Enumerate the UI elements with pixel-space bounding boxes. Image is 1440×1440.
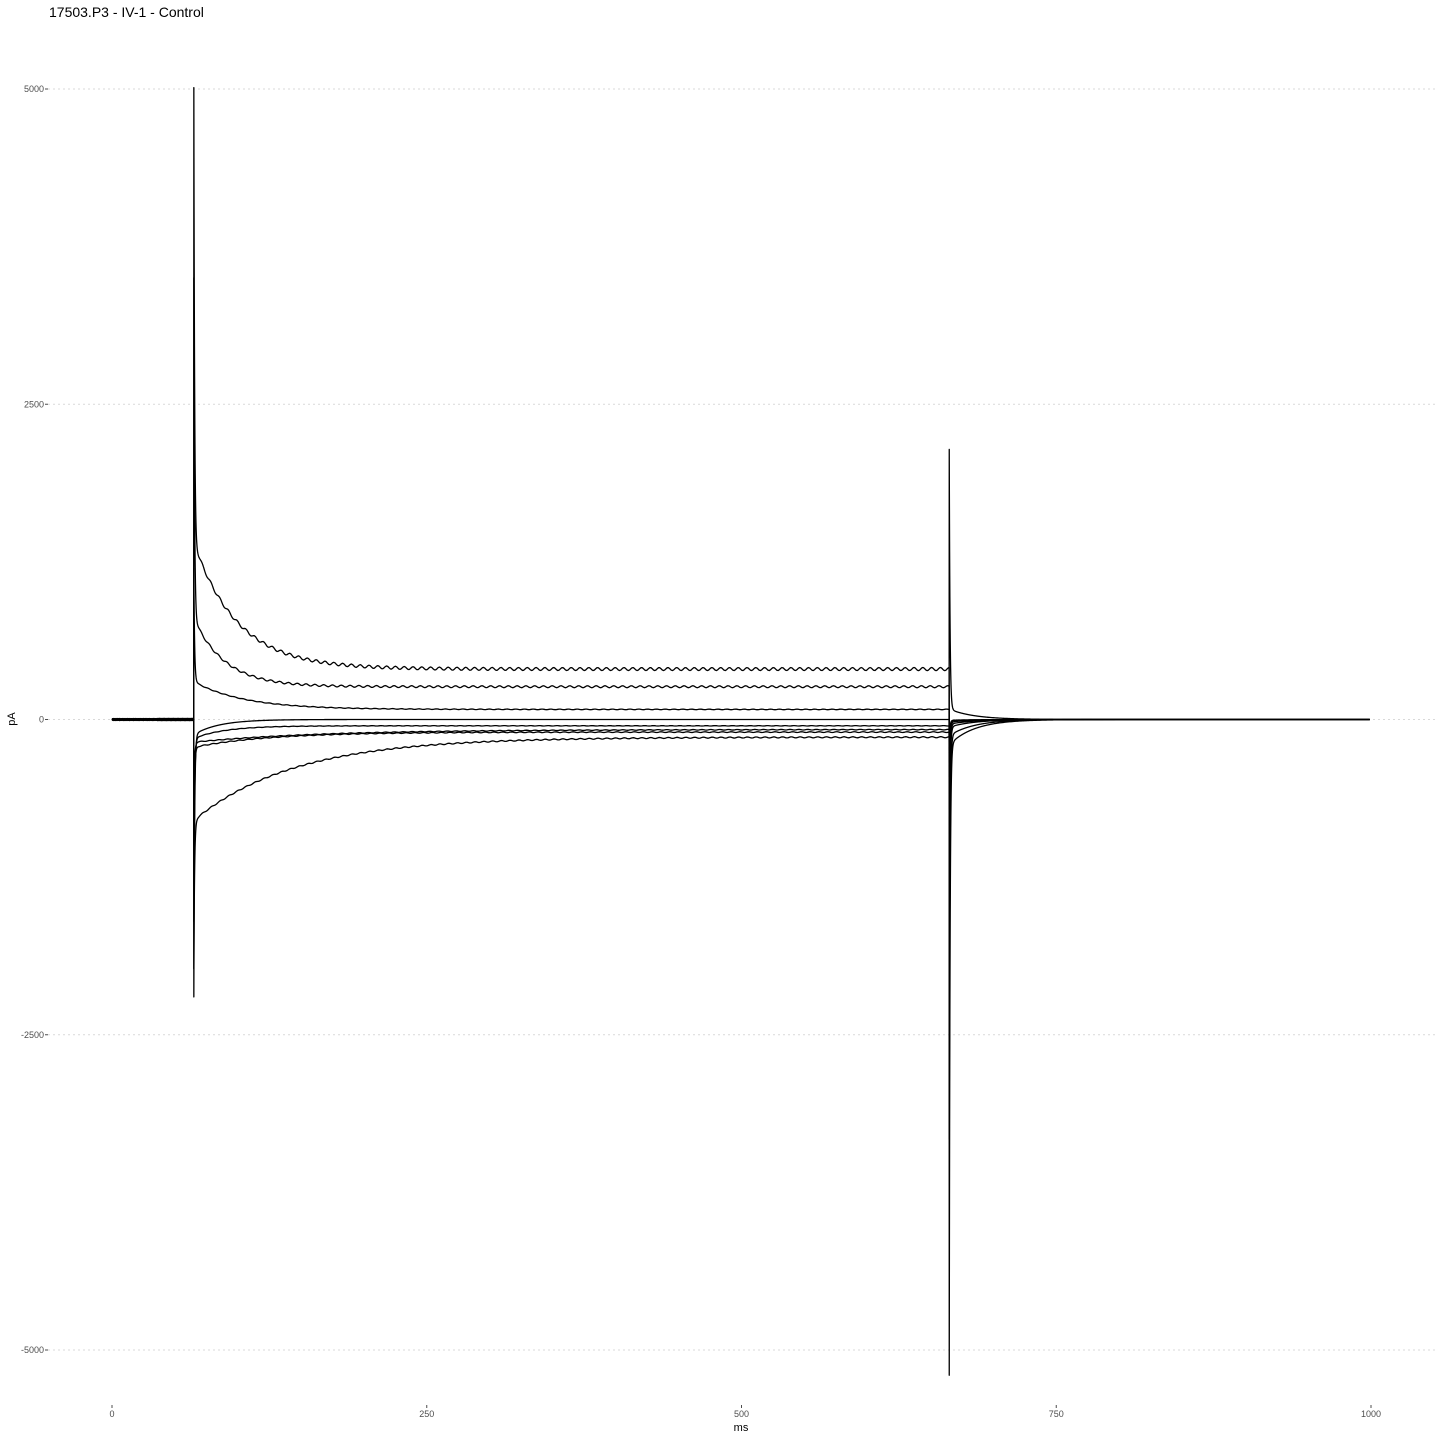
chart-title: 17503.P3 - IV-1 - Control bbox=[49, 4, 204, 20]
x-tick-label: 1000 bbox=[1361, 1409, 1381, 1419]
current-trace-8 bbox=[111, 717, 1370, 796]
current-trace-1 bbox=[111, 86, 1370, 1376]
current-trace-4 bbox=[111, 717, 1370, 998]
current-traces bbox=[111, 86, 1370, 1376]
current-trace-5 bbox=[111, 717, 1370, 922]
current-trace-3 bbox=[111, 567, 1370, 917]
current-trace-7 bbox=[111, 448, 1370, 970]
x-tick-label: 250 bbox=[419, 1409, 434, 1419]
y-tick-label: 5000 bbox=[24, 84, 44, 94]
y-tick-label: -5000 bbox=[21, 1345, 44, 1355]
x-tick-label: 0 bbox=[109, 1409, 114, 1419]
y-tick-label: 0 bbox=[39, 715, 44, 725]
current-trace-2 bbox=[111, 277, 1370, 1140]
y-axis-title: pA bbox=[6, 712, 18, 726]
axes: -5000 -2500 0 2500 5000 0 250 500 750 1000 bbox=[21, 84, 1381, 1419]
x-tick-label: 500 bbox=[734, 1409, 749, 1419]
x-tick-label: 750 bbox=[1049, 1409, 1064, 1419]
x-axis-title: ms bbox=[734, 1422, 749, 1434]
y-tick-label: 2500 bbox=[24, 399, 44, 409]
y-tick-label: -2500 bbox=[21, 1030, 44, 1040]
